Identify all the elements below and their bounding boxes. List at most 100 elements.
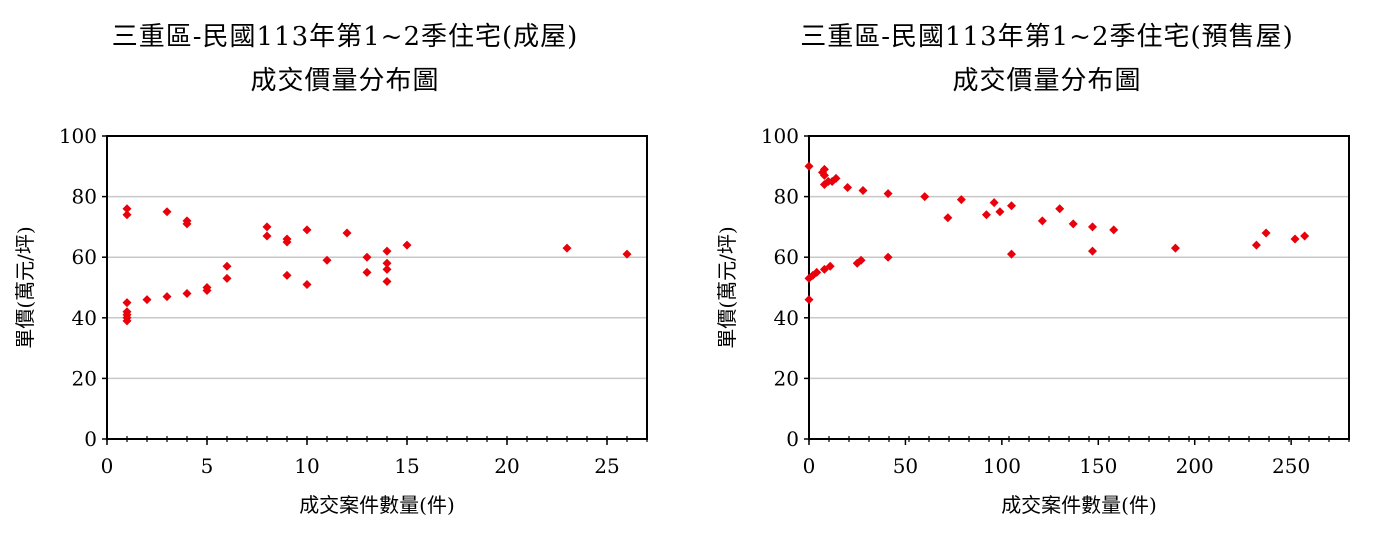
- x-axis-label: 成交案件數量(件): [1001, 493, 1157, 517]
- data-point: [819, 179, 829, 189]
- scatter-plot-right: 0 20 40 60 80 100 0 50 100 150 200 250 成交案件數量(件) 單價(萬…: [715, 124, 1350, 517]
- data-point: [981, 210, 991, 220]
- data-point: [382, 258, 392, 268]
- chart-title: 三重區-民國113年第1~2季住宅(預售屋): [800, 22, 1294, 52]
- data-point: [162, 207, 172, 217]
- data-point: [622, 249, 632, 259]
- data-point: [883, 189, 893, 199]
- x-tick-label: 100: [983, 454, 1021, 478]
- x-tick-label: 50: [893, 454, 918, 478]
- data-point: [142, 295, 152, 305]
- y-tick-label: 60: [72, 245, 97, 269]
- data-point: [1068, 219, 1078, 229]
- x-tick-label: 0: [101, 454, 114, 478]
- data-point: [843, 183, 853, 193]
- y-tick-label: 0: [84, 427, 97, 451]
- data-point: [825, 261, 835, 271]
- data-point: [182, 289, 192, 299]
- y-axis-label: 單價(萬元/坪): [13, 226, 37, 348]
- y-tick-label: 100: [59, 124, 97, 148]
- data-point: [1109, 225, 1119, 235]
- data-point: [1007, 249, 1016, 259]
- x-tick-label: 150: [1079, 454, 1117, 478]
- scatter-plot-left: 0 20 40 60 80 100 0 5 10 15 20 25 成交案件數量(件) 單價(萬元/坪): [13, 124, 648, 517]
- data-point: [1088, 222, 1097, 232]
- data-point: [1007, 201, 1016, 211]
- x-tick-label: 0: [803, 454, 816, 478]
- data-point: [1088, 246, 1097, 256]
- chart-panel-left: 三重區-民國113年第1~2季住宅(成屋) 成交價量分布圖 0 20 40 60 80 1…: [0, 0, 690, 535]
- data-point: [222, 261, 232, 271]
- data-point: [804, 295, 814, 305]
- data-point: [122, 316, 132, 326]
- x-tick-label: 5: [201, 454, 214, 478]
- data-point: [956, 195, 966, 205]
- data-point: [202, 286, 212, 296]
- data-point: [1037, 216, 1047, 226]
- data-point: [302, 279, 312, 289]
- y-tick-label: 40: [774, 306, 799, 330]
- data-point: [122, 210, 132, 220]
- x-tick-label: 10: [294, 454, 319, 478]
- data-point: [342, 228, 352, 238]
- y-tick-label: 40: [72, 306, 97, 330]
- data-point: [804, 161, 814, 171]
- y-tick-label: 20: [72, 366, 97, 390]
- y-tick-label: 80: [72, 185, 97, 209]
- data-point: [402, 240, 412, 250]
- data-point: [282, 270, 292, 280]
- data-point: [819, 164, 829, 174]
- plot-frame: [106, 135, 648, 440]
- x-tick-label: 20: [494, 454, 519, 478]
- data-point: [819, 170, 829, 180]
- data-point: [122, 204, 132, 214]
- data-point: [852, 258, 862, 268]
- data-point: [819, 264, 829, 274]
- y-tick-label: 100: [761, 124, 799, 148]
- data-point: [562, 243, 572, 253]
- chart-subtitle: 成交價量分布圖: [250, 66, 440, 96]
- y-tick-label: 20: [774, 366, 799, 390]
- data-point: [1170, 243, 1180, 253]
- x-tick-label: 250: [1272, 454, 1310, 478]
- data-point: [1290, 234, 1300, 244]
- data-point: [812, 267, 822, 277]
- data-point: [883, 252, 893, 262]
- data-point: [362, 252, 372, 262]
- data-point: [182, 219, 192, 229]
- data-point: [995, 207, 1005, 217]
- chart-subtitle: 成交價量分布圖: [952, 66, 1142, 96]
- data-point: [856, 255, 866, 265]
- plot-frame: [808, 135, 1350, 440]
- y-axis-label: 單價(萬元/坪): [715, 226, 739, 348]
- y-tick-label: 80: [774, 185, 799, 209]
- data-point: [122, 298, 132, 308]
- data-point: [989, 198, 999, 208]
- chart-title: 三重區-民國113年第1~2季住宅(成屋): [111, 22, 579, 52]
- data-point: [382, 264, 392, 274]
- data-point: [1300, 231, 1310, 241]
- x-axis-label: 成交案件數量(件): [299, 493, 455, 517]
- data-point: [362, 267, 372, 277]
- data-point: [858, 186, 868, 196]
- x-tick-label: 15: [394, 454, 419, 478]
- data-point: [162, 292, 172, 302]
- data-point: [1055, 204, 1065, 214]
- y-tick-label: 0: [786, 427, 799, 451]
- chart-panel-right: 三重區-民國113年第1~2季住宅(預售屋) 成交價量分布圖 0 20 40 60 80…: [702, 0, 1392, 535]
- data-point: [222, 273, 232, 283]
- data-point: [1261, 228, 1271, 238]
- x-tick-label: 200: [1176, 454, 1214, 478]
- x-tick-label: 25: [594, 454, 619, 478]
- data-point: [262, 222, 272, 232]
- data-point: [302, 225, 312, 235]
- data-point: [382, 276, 392, 286]
- data-point: [262, 231, 272, 241]
- data-point: [382, 246, 392, 256]
- data-point: [943, 213, 953, 223]
- data-point: [282, 237, 292, 247]
- data-point: [831, 173, 841, 183]
- y-tick-label: 60: [774, 245, 799, 269]
- data-point: [1251, 240, 1261, 250]
- data-point: [322, 255, 332, 265]
